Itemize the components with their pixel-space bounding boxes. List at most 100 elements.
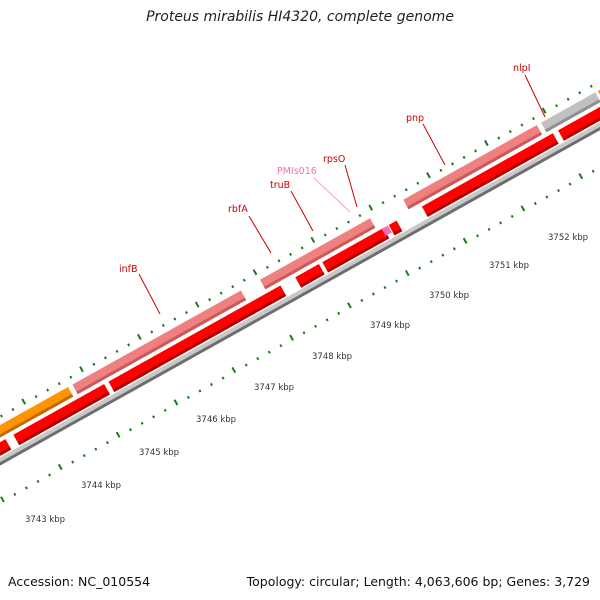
minor-tick <box>531 117 535 121</box>
minor-tick <box>36 479 40 484</box>
minor-tick <box>13 492 17 496</box>
minor-tick <box>186 395 190 399</box>
minor-tick <box>221 376 225 380</box>
minor-tick <box>198 389 202 393</box>
major-tick <box>578 172 584 180</box>
minor-tick <box>71 460 75 464</box>
gene-label-leaders <box>138 74 546 315</box>
cds-track <box>0 101 600 466</box>
scale-labels: 3743 kbp 3744 kbp 3745 kbp 3746 kbp 3747… <box>25 233 588 525</box>
major-tick <box>115 431 121 438</box>
minor-tick <box>140 421 144 425</box>
minor-tick <box>346 220 350 224</box>
cds-feature[interactable] <box>421 133 559 217</box>
major-tick <box>21 398 27 405</box>
major-tick <box>173 399 179 406</box>
minor-tick <box>24 486 28 490</box>
minor-tick <box>474 149 478 153</box>
major-tick <box>57 463 63 471</box>
minor-tick <box>57 382 61 386</box>
gene-feature-truB[interactable] <box>348 218 376 241</box>
minor-tick <box>48 473 52 477</box>
minor-tick <box>451 162 454 166</box>
minor-tick <box>578 91 582 95</box>
minor-tick <box>487 227 491 231</box>
gene-label[interactable]: nlpI <box>513 63 531 74</box>
gene-label[interactable]: pnp <box>406 113 424 124</box>
minor-tick <box>82 454 86 458</box>
gene-label[interactable]: infB <box>119 264 138 275</box>
major-tick <box>231 366 237 374</box>
minor-tick <box>105 441 109 445</box>
major-tick <box>483 139 489 147</box>
scale-label: 3748 kbp <box>312 352 352 362</box>
minor-tick <box>219 291 223 295</box>
leader-nlpI <box>524 74 546 118</box>
genome-backbone <box>0 112 600 470</box>
major-tick <box>404 269 410 277</box>
minor-tick <box>46 388 50 392</box>
gene-feature-infB[interactable] <box>72 290 247 395</box>
major-tick <box>426 172 431 179</box>
minor-tick <box>325 318 329 322</box>
accession-text: Accession: NC_010554 <box>8 574 151 589</box>
minor-tick <box>267 350 271 354</box>
minor-tick <box>381 201 385 205</box>
minor-tick <box>383 285 387 290</box>
minor-tick <box>533 201 537 206</box>
minor-tick <box>510 214 514 218</box>
minor-tick <box>360 298 364 303</box>
scale-label: 3751 kbp <box>489 261 529 271</box>
minor-tick <box>289 252 293 256</box>
minor-tick <box>104 356 107 360</box>
minor-tick <box>265 265 269 269</box>
cds-feature[interactable] <box>108 285 287 393</box>
cds-feature[interactable] <box>0 439 12 466</box>
minor-tick <box>127 343 131 347</box>
scale-label: 3752 kbp <box>548 233 588 243</box>
minor-tick <box>429 260 433 264</box>
gene-label[interactable]: rbfA <box>228 204 248 215</box>
major-tick <box>462 237 468 244</box>
scale-tick-row <box>0 169 595 503</box>
minor-tick <box>452 247 456 251</box>
minor-tick <box>163 408 167 412</box>
minor-tick <box>393 194 397 198</box>
minor-tick <box>556 188 560 193</box>
minor-tick <box>497 136 501 140</box>
minor-tick <box>129 428 133 432</box>
gene-label[interactable]: rpsO <box>323 154 345 165</box>
gene-feature-pnp[interactable] <box>403 125 543 210</box>
major-tick <box>137 333 142 340</box>
major-tick <box>347 302 352 309</box>
genome-summary-text: Topology: circular; Length: 4,063,606 bp… <box>246 574 590 589</box>
minor-tick <box>323 233 327 237</box>
minor-tick <box>231 285 235 289</box>
minor-tick <box>210 382 213 387</box>
gene-feature-nlpI[interactable] <box>541 92 600 133</box>
minor-tick <box>418 266 422 270</box>
scale-label: 3743 kbp <box>25 515 65 525</box>
scale-label: 3750 kbp <box>429 291 469 301</box>
cds-feature[interactable] <box>322 227 390 273</box>
cds-feature[interactable] <box>388 220 403 236</box>
major-tick <box>310 236 316 244</box>
rna-feature[interactable] <box>0 387 74 452</box>
cds-feature[interactable] <box>13 384 110 446</box>
minor-tick <box>152 415 156 419</box>
major-tick <box>194 301 200 308</box>
ncrna-feature-PMIs016[interactable] <box>381 225 392 236</box>
minor-tick <box>277 259 281 263</box>
gene-track <box>0 85 600 452</box>
major-tick <box>79 366 84 373</box>
minor-tick <box>94 447 98 451</box>
minor-tick <box>589 84 593 88</box>
minor-tick <box>335 226 339 231</box>
gene-label[interactable]: PMIs016 <box>277 166 317 177</box>
leader-rpsO <box>344 164 358 208</box>
cds-feature[interactable] <box>558 101 600 141</box>
cds-feature[interactable] <box>295 264 325 288</box>
gene-feature-rbfA[interactable] <box>260 230 354 290</box>
gene-label[interactable]: truB <box>270 180 290 191</box>
major-tick <box>368 204 374 211</box>
